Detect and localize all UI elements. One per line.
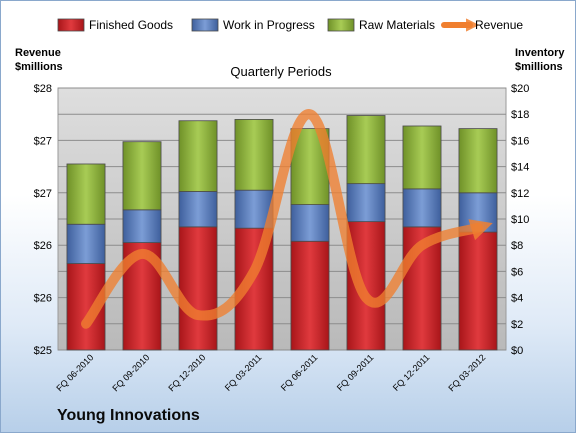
bar-work-in-progress (66, 223, 106, 264)
legend-swatch-finished-goods (57, 18, 85, 32)
bar-work-in-progress (402, 188, 442, 228)
bars (66, 115, 498, 351)
legend-swatch-raw-materials (327, 18, 355, 32)
bar-finished-goods (346, 221, 386, 351)
bar-raw-materials (178, 120, 218, 192)
category-label: FQ 06-2010 (54, 352, 95, 393)
right-tick-label: $18 (511, 109, 529, 121)
bar-raw-materials (346, 115, 386, 185)
revenue-point (422, 245, 423, 246)
category-label: FQ 03-2011 (223, 352, 264, 393)
left-tick-label: $27 (34, 135, 52, 147)
revenue-point (142, 253, 143, 254)
left-axis-title-line1: Revenue (15, 47, 61, 59)
left-tick-label: $25 (34, 345, 52, 357)
right-tick-label: $14 (511, 162, 529, 174)
category-label: FQ 12-2010 (166, 352, 207, 393)
bar-raw-materials (458, 128, 498, 194)
left-axis-title: Revenue $millions (15, 46, 63, 74)
right-tick-label: $2 (511, 319, 523, 331)
left-axis-title-line2: $millions (15, 61, 63, 73)
bar-finished-goods (290, 240, 330, 351)
category-label: FQ 09-2010 (110, 352, 151, 393)
right-tick-label: $0 (511, 345, 523, 357)
chart-subtitle: Quarterly Periods (230, 64, 332, 79)
bar-finished-goods (458, 231, 498, 351)
revenue-line-layer (81, 109, 493, 329)
bar-work-in-progress (290, 204, 330, 242)
legend-label: Finished Goods (89, 18, 173, 32)
category-label: FQ 06-2011 (279, 352, 320, 393)
right-tick-label: $12 (511, 188, 529, 200)
company-name: Young Innovations (57, 407, 200, 424)
bar-work-in-progress (122, 209, 162, 243)
right-tick-label: $10 (511, 214, 529, 226)
revenue-point (86, 323, 87, 324)
right-axis-title: Inventory $millions (515, 46, 565, 74)
right-tick-label: $20 (511, 83, 529, 95)
category-label: FQ 03-2012 (446, 352, 487, 393)
bar-raw-materials (234, 119, 274, 191)
revenue-point (310, 114, 311, 115)
category-label: FQ 12-2011 (391, 352, 432, 393)
right-tick-label: $6 (511, 266, 523, 278)
revenue-point (198, 315, 199, 316)
legend-label: Work in Progress (223, 18, 315, 32)
category-label: FQ 09-2011 (335, 352, 376, 393)
left-tick-label: $28 (34, 83, 52, 95)
revenue-line (81, 109, 493, 329)
bar-raw-materials (402, 125, 442, 190)
legend-label: Raw Materials (359, 18, 435, 32)
bar-work-in-progress (346, 183, 386, 223)
left-tick-label: $26 (34, 240, 52, 252)
revenue-point (366, 297, 367, 298)
right-tick-label: $4 (511, 293, 523, 305)
legend: Finished Goods Work in Progress Raw Materi… (57, 18, 523, 32)
right-axis-title-line2: $millions (515, 61, 563, 73)
left-tick-label: $27 (34, 188, 52, 200)
bar-work-in-progress (178, 191, 218, 228)
right-tick-label: $16 (511, 135, 529, 147)
right-tick-label: $8 (511, 240, 523, 252)
bar-finished-goods (178, 226, 218, 351)
left-tick-label: $26 (34, 293, 52, 305)
revenue-point (254, 271, 255, 272)
bar-raw-materials (66, 163, 106, 225)
right-axis-title-line1: Inventory (515, 47, 565, 59)
revenue-point (478, 227, 479, 228)
legend-swatch-work-in-progress (191, 18, 219, 32)
legend-label: Revenue (475, 18, 523, 32)
bar-raw-materials (122, 141, 162, 211)
